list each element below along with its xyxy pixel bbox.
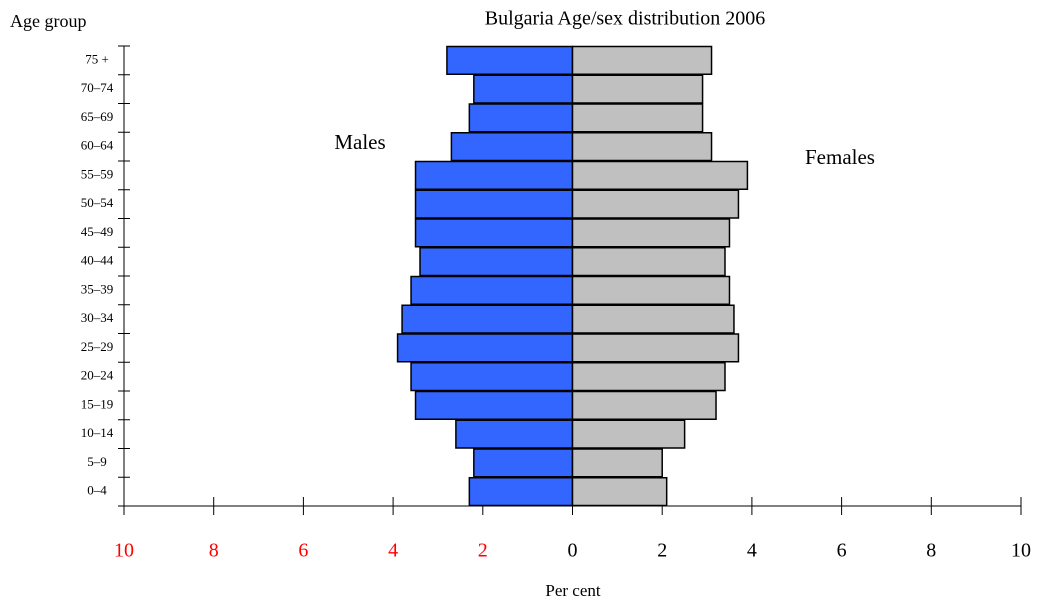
series-label: Males — [334, 130, 385, 154]
y-tick-label: 60–64 — [81, 138, 114, 153]
x-tick-label: 10 — [114, 540, 134, 562]
x-axis-title: Per cent — [545, 581, 601, 600]
y-tick-label: 30–34 — [81, 310, 114, 325]
bar — [571, 189, 740, 219]
x-tick-label: 6 — [298, 540, 308, 562]
y-tick-label: 40–44 — [81, 253, 114, 268]
series-label: Females — [805, 145, 875, 169]
bar — [401, 304, 574, 334]
y-tick-label: 55–59 — [81, 166, 114, 181]
bar — [571, 448, 663, 478]
bar — [571, 74, 704, 104]
bar — [571, 333, 740, 363]
bar — [571, 103, 704, 133]
bar — [414, 160, 574, 190]
bar — [571, 362, 726, 392]
bar — [396, 333, 574, 363]
bar — [414, 189, 574, 219]
y-tick-label: 75 + — [85, 51, 109, 66]
bar — [414, 218, 574, 248]
x-tick-label: 2 — [478, 540, 488, 562]
y-tick-label: 10–14 — [81, 425, 114, 440]
y-tick-label: 0–4 — [87, 483, 107, 498]
bar — [571, 45, 713, 75]
bar — [473, 74, 574, 104]
bar — [419, 247, 574, 277]
bar — [410, 275, 574, 305]
x-tick-label: 6 — [837, 540, 847, 562]
y-axis-title: Age group — [10, 11, 86, 31]
bar — [571, 275, 731, 305]
bar — [571, 247, 726, 277]
bar — [450, 132, 574, 162]
bar — [473, 448, 574, 478]
chart-title: Bulgaria Age/sex distribution 2006 — [485, 8, 766, 30]
bar — [571, 390, 717, 420]
y-tick-label: 50–54 — [81, 195, 114, 210]
bar — [571, 132, 713, 162]
bar — [414, 390, 574, 420]
y-tick-label: 70–74 — [81, 80, 114, 95]
x-tick-label: 2 — [657, 540, 667, 562]
bar — [455, 419, 574, 449]
y-tick-label: 15–19 — [81, 396, 114, 411]
x-tick-label: 8 — [926, 540, 936, 562]
y-tick-label: 20–24 — [81, 368, 114, 383]
bar — [571, 218, 731, 248]
bar — [571, 419, 686, 449]
x-tick-label: 4 — [747, 540, 757, 562]
y-tick-label: 25–29 — [81, 339, 114, 354]
bar — [468, 103, 574, 133]
bar — [571, 304, 735, 334]
y-tick-label: 45–49 — [81, 224, 114, 239]
x-tick-label: 8 — [209, 540, 219, 562]
bar — [410, 362, 574, 392]
bar — [446, 45, 574, 75]
y-tick-label: 35–39 — [81, 281, 114, 296]
bar — [571, 160, 749, 190]
bar — [571, 477, 668, 507]
y-tick-label: 65–69 — [81, 109, 114, 124]
x-tick-label: 10 — [1011, 540, 1031, 562]
x-tick-label: 0 — [568, 540, 578, 562]
bar — [468, 477, 574, 507]
x-tick-label: 4 — [388, 540, 398, 562]
y-tick-label: 5–9 — [87, 454, 107, 469]
